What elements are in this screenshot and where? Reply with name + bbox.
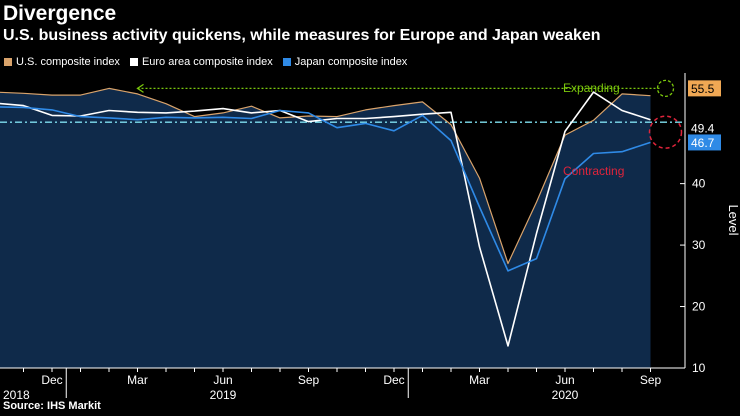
legend-label-euro: Euro area composite index — [141, 56, 273, 68]
x-tick-label: Jun — [213, 373, 232, 387]
x-year-label: 2019 — [210, 388, 237, 402]
chart-subtitle: U.S. business activity quickens, while m… — [3, 27, 601, 44]
x-year-label: 2018 — [3, 388, 30, 402]
x-tick-label: Sep — [298, 373, 320, 387]
x-tick-label: Mar — [127, 373, 148, 387]
x-tick-label: Jun — [555, 373, 574, 387]
end-badge-euro — [688, 119, 721, 136]
series-line-us — [0, 87, 651, 265]
x-tick-label: Dec — [41, 373, 62, 387]
legend-swatch-japan — [282, 58, 291, 66]
x-tick-label: Sep — [640, 373, 662, 387]
us-area-fill — [0, 88, 651, 368]
legend-label-us: U.S. composite index — [16, 56, 120, 68]
y-tick-label: 10 — [692, 361, 706, 375]
x-tick-label: Mar — [469, 373, 490, 387]
y-tick-label: 30 — [692, 238, 706, 252]
legend-swatch-us — [4, 58, 12, 66]
expanding-label: Expanding — [563, 81, 620, 95]
legend-item-japan: Japan composite index — [282, 56, 408, 68]
expanding-circle — [656, 79, 675, 98]
y-tick-label: 40 — [692, 177, 706, 191]
end-badge-us — [688, 80, 721, 97]
legend-item-euro: Euro area composite index — [129, 56, 273, 68]
expanding-arrow — [136, 83, 144, 93]
chart-title: Divergence — [3, 2, 117, 25]
legend-label-japan: Japan composite index — [294, 56, 408, 68]
end-badge-japan — [688, 134, 721, 151]
legend-item-us: U.S. composite index — [4, 56, 120, 68]
end-label-japan: 46.7 — [691, 136, 715, 150]
plot-area: 10 20 30 40 Dec Mar Jun Sep Dec Mar Jun Sep 2018 2019… — [0, 73, 740, 402]
source-note: Source: IHS Markit — [3, 400, 101, 412]
y-axis-label: Level — [726, 204, 740, 235]
end-label-euro: 49.4 — [691, 121, 715, 135]
end-label-us: 55.5 — [691, 82, 715, 96]
contracting-label: Contracting — [563, 164, 624, 178]
legend: U.S. composite index Euro area composite… — [4, 55, 407, 69]
legend-swatch-euro — [129, 58, 138, 66]
x-year-label: 2020 — [552, 388, 579, 402]
series-line-japan — [0, 106, 651, 272]
y-tick-label: 20 — [692, 300, 706, 314]
x-tick-label: Dec — [383, 373, 404, 387]
contracting-circle — [648, 115, 683, 149]
